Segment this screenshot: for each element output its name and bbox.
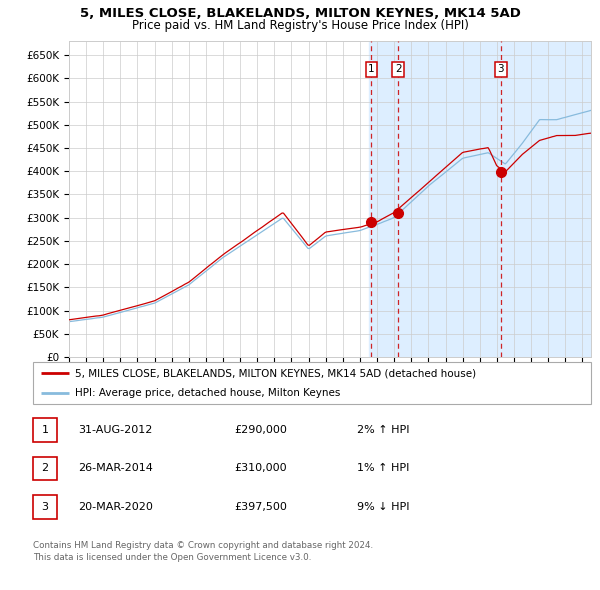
FancyBboxPatch shape <box>33 362 591 404</box>
Text: 1: 1 <box>41 425 49 435</box>
Text: £310,000: £310,000 <box>234 464 287 473</box>
Text: £397,500: £397,500 <box>234 502 287 512</box>
Text: 5, MILES CLOSE, BLAKELANDS, MILTON KEYNES, MK14 5AD (detached house): 5, MILES CLOSE, BLAKELANDS, MILTON KEYNE… <box>75 368 476 378</box>
Text: 2: 2 <box>395 64 401 74</box>
Text: 20-MAR-2020: 20-MAR-2020 <box>78 502 153 512</box>
Text: 3: 3 <box>41 502 49 512</box>
Text: £290,000: £290,000 <box>234 425 287 435</box>
Text: 31-AUG-2012: 31-AUG-2012 <box>78 425 152 435</box>
Text: This data is licensed under the Open Government Licence v3.0.: This data is licensed under the Open Gov… <box>33 553 311 562</box>
Text: 5, MILES CLOSE, BLAKELANDS, MILTON KEYNES, MK14 5AD: 5, MILES CLOSE, BLAKELANDS, MILTON KEYNE… <box>80 7 520 20</box>
Text: 1% ↑ HPI: 1% ↑ HPI <box>357 464 409 473</box>
Text: 1: 1 <box>368 64 375 74</box>
Text: Contains HM Land Registry data © Crown copyright and database right 2024.: Contains HM Land Registry data © Crown c… <box>33 541 373 550</box>
Bar <box>369 41 591 357</box>
Text: Price paid vs. HM Land Registry's House Price Index (HPI): Price paid vs. HM Land Registry's House … <box>131 19 469 32</box>
Text: 26-MAR-2014: 26-MAR-2014 <box>78 464 153 473</box>
Text: HPI: Average price, detached house, Milton Keynes: HPI: Average price, detached house, Milt… <box>75 388 340 398</box>
Text: 9% ↓ HPI: 9% ↓ HPI <box>357 502 409 512</box>
Text: 2: 2 <box>41 464 49 473</box>
Text: 3: 3 <box>497 64 504 74</box>
Text: 2% ↑ HPI: 2% ↑ HPI <box>357 425 409 435</box>
